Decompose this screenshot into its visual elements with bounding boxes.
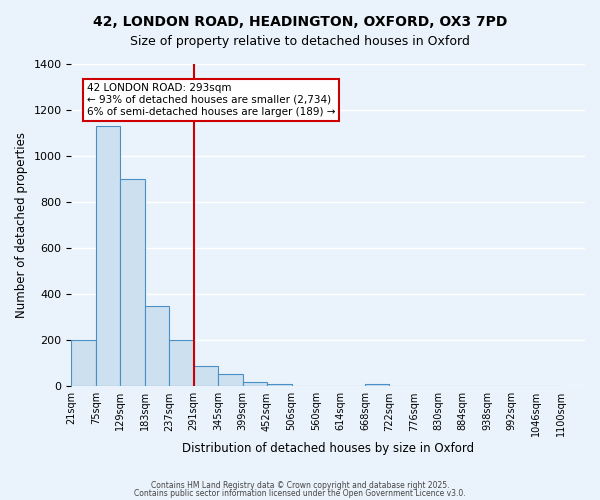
Bar <box>121 179 145 386</box>
Bar <box>169 340 194 386</box>
X-axis label: Distribution of detached houses by size in Oxford: Distribution of detached houses by size … <box>182 442 474 455</box>
Bar <box>194 366 218 386</box>
Bar <box>218 374 242 386</box>
Text: 42, LONDON ROAD, HEADINGTON, OXFORD, OX3 7PD: 42, LONDON ROAD, HEADINGTON, OXFORD, OX3… <box>93 15 507 29</box>
Bar <box>267 384 292 386</box>
Bar <box>145 306 169 386</box>
Bar <box>96 126 121 386</box>
Y-axis label: Number of detached properties: Number of detached properties <box>15 132 28 318</box>
Text: Contains public sector information licensed under the Open Government Licence v3: Contains public sector information licen… <box>134 488 466 498</box>
Text: Contains HM Land Registry data © Crown copyright and database right 2025.: Contains HM Land Registry data © Crown c… <box>151 481 449 490</box>
Bar <box>242 382 267 386</box>
Bar <box>365 384 389 386</box>
Text: Size of property relative to detached houses in Oxford: Size of property relative to detached ho… <box>130 35 470 48</box>
Text: 42 LONDON ROAD: 293sqm
← 93% of detached houses are smaller (2,734)
6% of semi-d: 42 LONDON ROAD: 293sqm ← 93% of detached… <box>87 84 335 116</box>
Bar <box>71 340 96 386</box>
